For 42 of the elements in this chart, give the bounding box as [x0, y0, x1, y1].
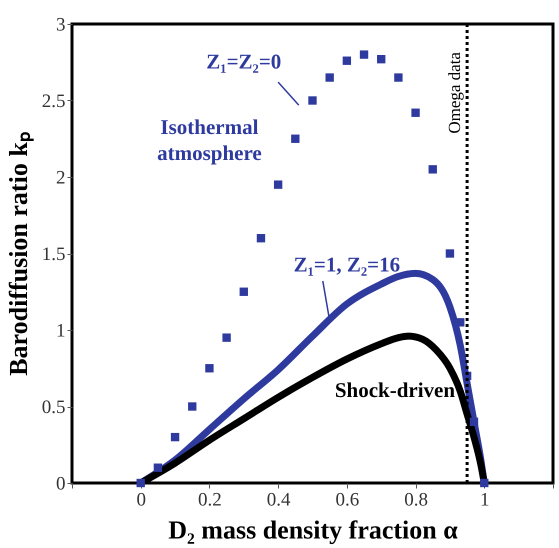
point	[480, 478, 488, 488]
point	[222, 333, 231, 342]
x-tick-label: 0.4	[266, 490, 292, 510]
y-axis-title: Barodiffusion ratio kₚ	[4, 132, 34, 376]
point	[170, 432, 180, 442]
point	[325, 73, 334, 82]
annotation: Isothermal atmosphere	[157, 115, 262, 166]
point	[456, 318, 464, 327]
x-tick-label: 0	[136, 490, 146, 510]
point	[188, 402, 196, 411]
point	[205, 364, 214, 372]
point	[446, 249, 454, 258]
series-label: Z₁=Z₂=0	[206, 49, 282, 74]
x-tick-label: 0.8	[404, 490, 428, 510]
x-tick-label: 1	[480, 490, 490, 510]
ref-line-label: Omega data	[445, 52, 464, 134]
series-label: Shock-driven	[334, 378, 456, 402]
y-tick-label: 1.5	[42, 244, 66, 265]
point	[360, 50, 368, 59]
series-label: Z₁=1, Z₂=16	[294, 252, 400, 277]
point	[154, 464, 162, 472]
x-axis-title: D₂ mass density fraction α	[168, 516, 458, 544]
point	[377, 55, 386, 64]
y-tick-label: 0.5	[42, 397, 66, 418]
point	[394, 73, 403, 82]
point	[274, 180, 282, 189]
point	[291, 134, 300, 143]
y-tick-label: 0	[56, 474, 66, 494]
x-tick-label: 0.6	[335, 490, 360, 510]
point	[256, 234, 266, 242]
point	[428, 165, 437, 174]
point	[470, 418, 478, 426]
point	[411, 108, 420, 117]
y-tick-label: 2.5	[42, 91, 66, 112]
point	[136, 478, 145, 488]
point	[308, 96, 317, 105]
y-tick-label: 3	[56, 14, 66, 36]
y-tick-label: 1	[56, 320, 66, 342]
y-tick-label: 2	[56, 168, 66, 188]
x-tick-label: 0.2	[198, 490, 222, 510]
point	[240, 288, 248, 296]
point	[342, 56, 352, 65]
